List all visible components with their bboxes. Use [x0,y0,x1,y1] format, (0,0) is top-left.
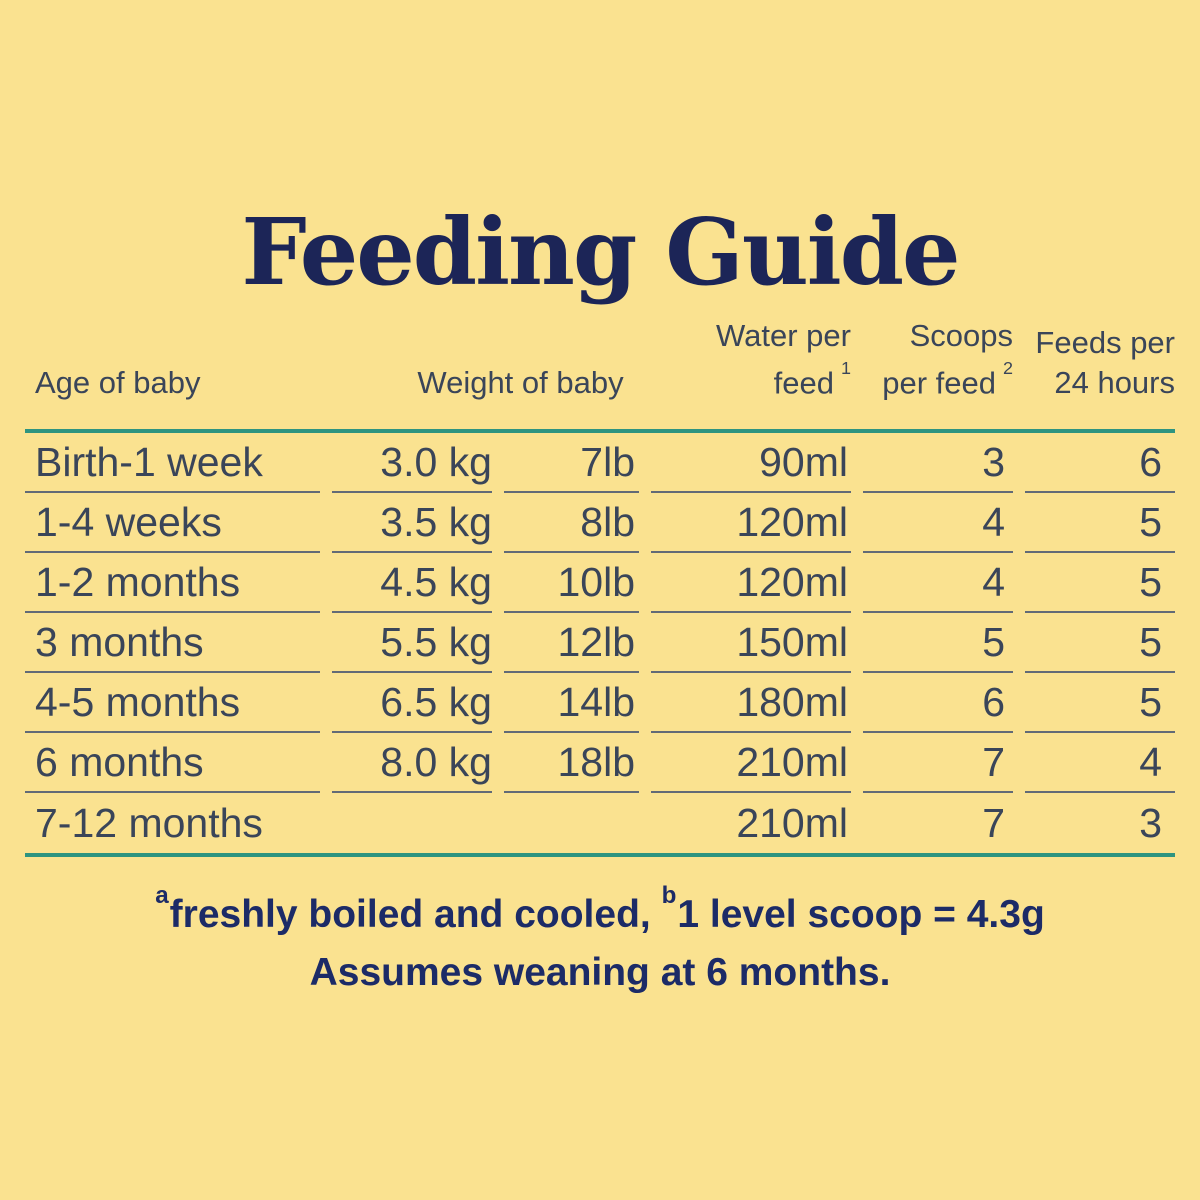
header-feeds-per-24-hours: Feeds per 24 hours [1035,325,1175,401]
weight-lb-cell: 10lb [504,553,639,614]
weight-lb-cell: 12lb [504,613,639,674]
footnotes: afreshly boiled and cooled, b1 level sco… [0,877,1200,1002]
water-per-feed-cell: 90ml [651,433,851,494]
weight-lb-cell: 14lb [504,673,639,734]
table-row: 6 months 8.0 kg 18lb 210ml 7 4 [25,733,1175,794]
scoops-per-feed-cell: 7 [863,733,1013,794]
scoops-per-feed-cell: 4 [863,493,1013,554]
scoops-per-feed-cell: 7 [982,799,1005,846]
age-cell: 4-5 months [25,673,320,734]
weight-kg-cell: 8.0 kg [332,733,492,794]
water-per-feed-cell: 120ml [651,493,851,554]
feeding-guide-table: Age of baby Weight of baby Water per fee… [25,306,1175,858]
table-row: 1-4 weeks 3.5 kg 8lb 120ml 4 5 [25,493,1175,554]
weight-kg-cell: 3.0 kg [332,433,492,494]
water-per-feed-cell: 120ml [651,553,851,614]
scoops-per-feed-cell: 4 [863,553,1013,614]
table-header-row: Age of baby Weight of baby Water per fee… [25,306,1175,429]
weight-lb-cell: 18lb [504,733,639,794]
scoops-per-feed-cell: 5 [863,613,1013,674]
feeds-per-24h-cell: 5 [1025,613,1175,674]
footnote-sup-b: b [661,881,677,909]
header-age-of-baby: Age of baby [35,365,201,401]
age-cell: 3 months [25,613,320,674]
water-per-feed-cell: 180ml [651,673,851,734]
table-bottom-rule [25,853,1175,858]
footnote-marker-1: 1 [841,357,851,378]
footnote-marker-2: 2 [1003,357,1013,378]
table-row: 3 months 5.5 kg 12lb 150ml 5 5 [25,613,1175,674]
water-per-feed-cell: 210ml [736,799,848,846]
feeds-per-24h-cell: 6 [1025,433,1175,494]
feeds-per-24h-cell: 5 [1025,553,1175,614]
scoops-per-feed-cell: 6 [863,673,1013,734]
water-per-feed-cell: 150ml [651,613,851,674]
weight-lb-cell [504,793,639,853]
table-row: 1-2 months 4.5 kg 10lb 120ml 4 5 [25,553,1175,614]
table-row: 4-5 months 6.5 kg 14lb 180ml 6 5 [25,673,1175,734]
header-scoops-per-feed: Scoops per feed 2 [882,317,1013,401]
weight-kg-cell: 5.5 kg [332,613,492,674]
age-cell: 1-2 months [25,553,320,614]
feeds-per-24h-cell: 5 [1025,673,1175,734]
header-water-per-feed: Water per feed 1 [716,317,851,401]
weight-lb-cell: 7lb [504,433,639,494]
page-title: Feeding Guide [241,198,960,306]
water-per-feed-cell: 210ml [651,733,851,794]
table-row: 7-12 months 210ml 7 3 [25,793,1175,853]
weight-kg-cell: 6.5 kg [332,673,492,734]
age-cell: Birth-1 week [25,433,320,494]
header-weight-of-baby: Weight of baby [417,365,624,401]
weight-kg-cell: 3.5 kg [332,493,492,554]
age-cell: 7-12 months [35,799,263,846]
feeds-per-24h-cell: 3 [1139,799,1162,846]
weight-kg-cell: 4.5 kg [332,553,492,614]
table-top-rule [25,429,1175,434]
feeds-per-24h-cell: 4 [1025,733,1175,794]
weight-lb-cell: 8lb [504,493,639,554]
age-cell: 6 months [25,733,320,794]
scoops-per-feed-cell: 3 [863,433,1013,494]
footnote-sup-a: a [155,881,169,909]
feeds-per-24h-cell: 5 [1025,493,1175,554]
footnote-line-1: afreshly boiled and cooled, b1 level sco… [155,881,1045,937]
footnote-line-2: Assumes weaning at 6 months. [309,951,891,995]
table-row: Birth-1 week 3.0 kg 7lb 90ml 3 6 [25,433,1175,494]
table-body: Birth-1 week 3.0 kg 7lb 90ml 3 6 1-4 wee… [25,433,1175,853]
weight-kg-cell [332,793,492,853]
age-cell: 1-4 weeks [25,493,320,554]
